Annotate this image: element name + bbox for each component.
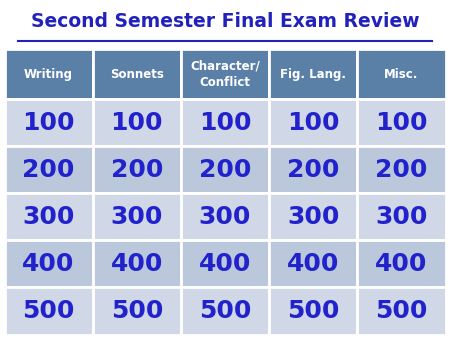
Text: 400: 400 bbox=[111, 252, 163, 276]
Text: 200: 200 bbox=[22, 158, 75, 182]
Text: 100: 100 bbox=[111, 111, 163, 135]
Text: 400: 400 bbox=[22, 252, 75, 276]
Text: 500: 500 bbox=[111, 299, 163, 323]
Text: 400: 400 bbox=[375, 252, 428, 276]
Text: 300: 300 bbox=[22, 205, 75, 229]
Text: Character/
Conflict: Character/ Conflict bbox=[190, 59, 260, 89]
Text: Sonnets: Sonnets bbox=[110, 68, 164, 80]
Text: Misc.: Misc. bbox=[384, 68, 419, 80]
Text: 500: 500 bbox=[199, 299, 251, 323]
Text: 100: 100 bbox=[22, 111, 75, 135]
Text: 100: 100 bbox=[199, 111, 251, 135]
Text: 200: 200 bbox=[111, 158, 163, 182]
Text: Second Semester Final Exam Review: Second Semester Final Exam Review bbox=[31, 13, 419, 31]
Text: 200: 200 bbox=[199, 158, 251, 182]
Text: 300: 300 bbox=[287, 205, 339, 229]
Text: 300: 300 bbox=[111, 205, 163, 229]
Text: 500: 500 bbox=[287, 299, 339, 323]
Text: 500: 500 bbox=[375, 299, 428, 323]
Text: 400: 400 bbox=[287, 252, 339, 276]
Text: 100: 100 bbox=[287, 111, 339, 135]
Text: Writing: Writing bbox=[24, 68, 73, 80]
Text: 100: 100 bbox=[375, 111, 428, 135]
Text: 300: 300 bbox=[375, 205, 428, 229]
Text: 200: 200 bbox=[287, 158, 339, 182]
Text: 400: 400 bbox=[199, 252, 251, 276]
Text: 500: 500 bbox=[22, 299, 75, 323]
Text: Fig. Lang.: Fig. Lang. bbox=[280, 68, 346, 80]
Text: 300: 300 bbox=[199, 205, 251, 229]
Text: 200: 200 bbox=[375, 158, 428, 182]
